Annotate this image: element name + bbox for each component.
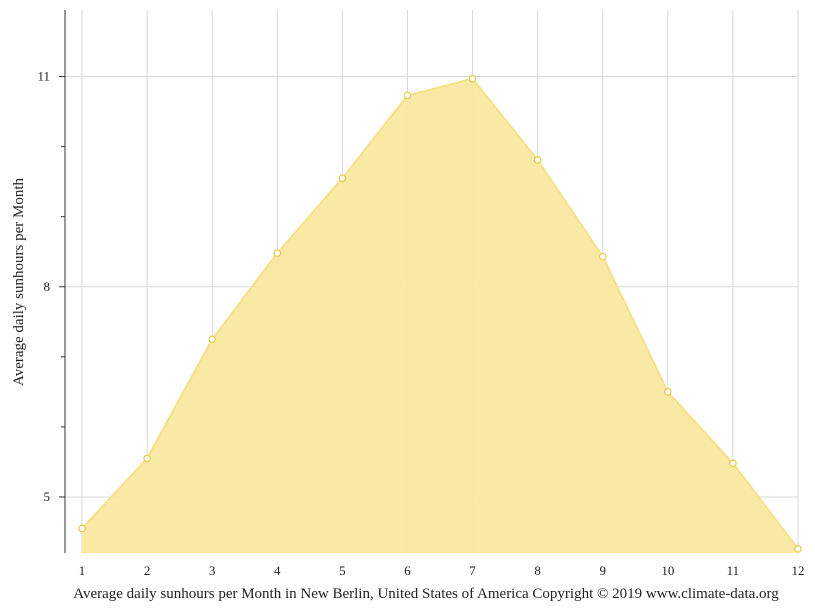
series-line	[81, 77, 799, 550]
x-tick-label: 3	[209, 563, 216, 578]
data-point-month-9	[598, 252, 607, 261]
data-point-month-7	[468, 74, 477, 83]
data-point-month-1	[78, 524, 86, 533]
x-tick-label: 11	[727, 563, 740, 578]
data-point-month-5	[338, 174, 347, 182]
chart-caption: Average daily sunhours per Month in New …	[73, 586, 779, 602]
area-series	[81, 77, 799, 553]
y-axis-title: Average daily sunhours per Month	[11, 178, 27, 387]
data-point-month-4	[273, 249, 282, 257]
data-point-month-6	[403, 91, 412, 100]
y-tick-label: 5	[44, 489, 51, 504]
x-tick-label: 8	[534, 563, 541, 578]
y-tick-label: 11	[37, 69, 50, 84]
data-point-month-8	[533, 156, 542, 164]
data-point-month-10	[664, 388, 672, 396]
data-point-month-3	[208, 335, 216, 344]
x-tick-label: 5	[339, 563, 346, 578]
data-point-month-12	[794, 544, 802, 553]
x-tick-label: 12	[792, 563, 805, 578]
data-point-month-11	[729, 459, 737, 468]
area-fill	[82, 78, 798, 553]
x-tick-label: 4	[274, 563, 281, 578]
x-tick-label: 9	[599, 563, 606, 578]
x-tick-label: 2	[144, 563, 151, 578]
x-tick-label: 1	[79, 563, 86, 578]
data-point-month-2	[143, 454, 151, 463]
y-tick-label: 8	[44, 279, 51, 294]
x-tick-label: 10	[661, 563, 674, 578]
data-markers	[78, 74, 802, 553]
x-tick-label: 6	[404, 563, 411, 578]
axes	[59, 10, 66, 553]
x-tick-label: 7	[469, 563, 476, 578]
